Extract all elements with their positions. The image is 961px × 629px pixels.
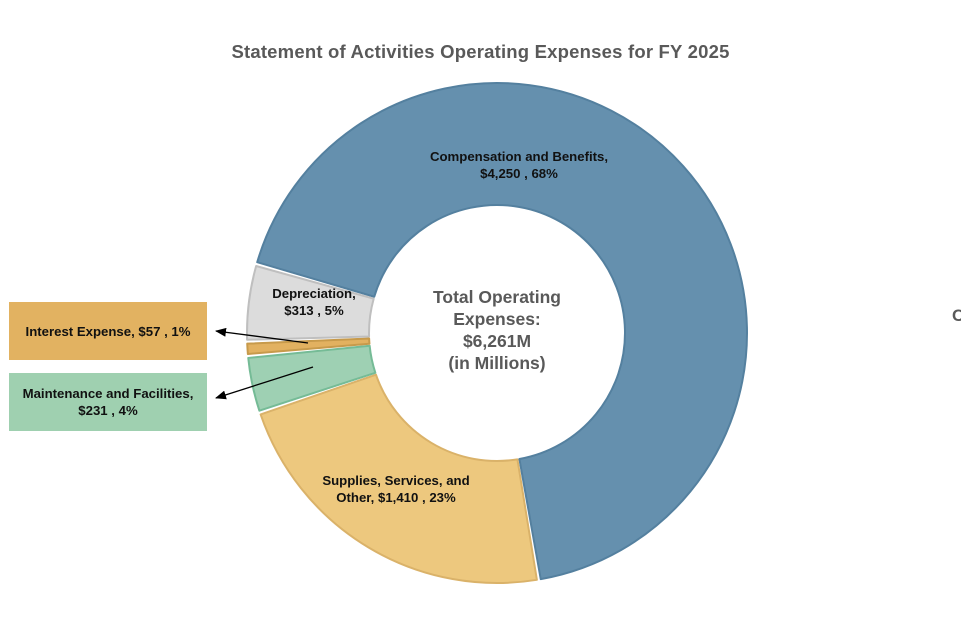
total-label-line: $6,261M bbox=[462, 331, 532, 351]
slice-label-depreciation: Depreciation, $313 , 5% bbox=[272, 286, 356, 318]
maintenance-facilities-callout: Maintenance and Facilities, $231 , 4% bbox=[9, 373, 207, 431]
interest-leader-line bbox=[215, 327, 309, 344]
slice-supplies bbox=[259, 373, 538, 584]
slice-label-supplies: Supplies, Services, and Other, $1,410 , … bbox=[322, 473, 470, 505]
donut-slices bbox=[246, 82, 748, 584]
slice-label-compensation: Compensation and Benefits, $4,250 , 68% bbox=[429, 149, 609, 181]
slice-depreciation bbox=[246, 264, 375, 341]
slice-interest bbox=[246, 337, 371, 356]
slice-compensation bbox=[256, 82, 748, 581]
total-label-line: Expenses: bbox=[453, 309, 541, 329]
leader-lines bbox=[215, 327, 314, 400]
total-label-line: (in Millions) bbox=[448, 353, 546, 373]
slice-maintenance bbox=[247, 344, 377, 412]
total-label-line: Total Operating bbox=[432, 287, 561, 307]
interest-expense-callout: Interest Expense, $57 , 1% bbox=[9, 302, 207, 360]
chart-title: Statement of Activities Operating Expens… bbox=[231, 41, 730, 62]
maintenance-leader-line bbox=[215, 366, 314, 400]
total-expenses-label: Total Operating Expenses: $6,261M (in Mi… bbox=[387, 286, 607, 374]
cropped-edge-text: C bbox=[952, 306, 961, 325]
